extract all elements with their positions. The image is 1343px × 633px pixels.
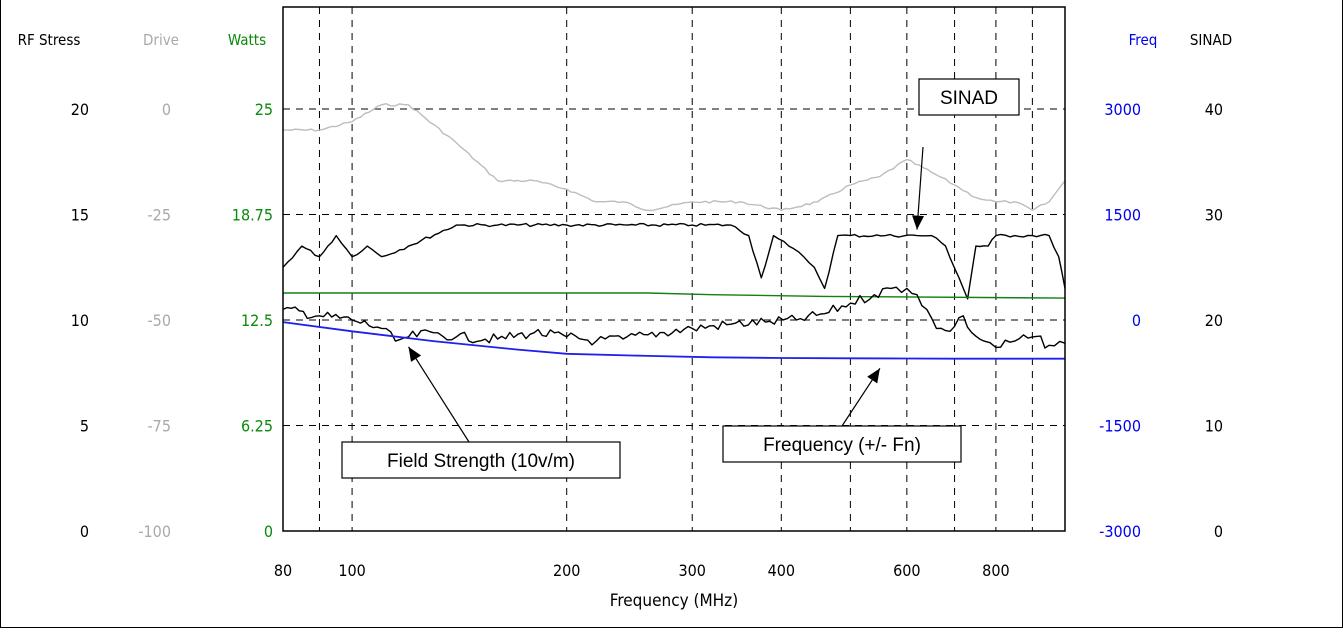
callout-arrowhead	[912, 215, 924, 230]
callout-text: SINAD	[940, 88, 998, 109]
tick-label-rf-stress: 10	[71, 311, 89, 330]
callout-arrowhead	[408, 346, 422, 362]
series-line-sinad	[282, 222, 1066, 300]
axis-headers: RF Stress Drive Watts Freq SINAD	[18, 31, 1233, 49]
callout-text: Field Strength (10v/m)	[387, 451, 575, 472]
x-tick-label: 100	[338, 561, 365, 580]
tick-label-drive: -75	[147, 417, 171, 436]
tick-label-watts: 12.5	[241, 311, 273, 330]
tick-label-sinad: 20	[1205, 311, 1223, 330]
callout-sinad: SINAD	[912, 78, 1020, 230]
callout-box	[918, 78, 1020, 116]
axis-header-watts: Watts	[228, 31, 266, 49]
callouts: SINAD Field Strength (10v/m) Frequency (+/…	[341, 78, 1020, 479]
series-group	[282, 103, 1066, 360]
tick-label-sinad: 10	[1205, 417, 1223, 436]
tick-label-sinad: 40	[1205, 100, 1223, 119]
x-tick-label: 800	[982, 561, 1009, 580]
tick-label-freq: -3000	[1099, 522, 1141, 541]
callout-text: Frequency (+/- Fn)	[763, 435, 921, 456]
tick-label-drive: -50	[147, 311, 171, 330]
tick-label-drive: -25	[147, 206, 171, 225]
callout-box	[722, 425, 962, 463]
callout-field-strength: Field Strength (10v/m)	[341, 346, 621, 479]
callout-box	[341, 441, 621, 479]
tick-label-drive: -100	[138, 522, 171, 541]
series-line-watts	[283, 292, 1066, 299]
tick-label-freq: -1500	[1099, 417, 1141, 436]
series-line-drive	[283, 103, 1066, 212]
callout-arrow-line	[408, 346, 470, 443]
tick-label-sinad: 0	[1214, 522, 1223, 541]
x-tick-label: 80	[274, 561, 292, 580]
axis-header-rf-stress: RF Stress	[18, 31, 81, 49]
x-tick-label: 600	[893, 561, 920, 580]
x-tick-label: 300	[678, 561, 705, 580]
tick-label-rf-stress: 20	[71, 100, 89, 119]
axis-header-sinad: SINAD	[1190, 31, 1232, 49]
tick-label-watts: 18.75	[232, 206, 273, 225]
tick-label-watts: 0	[264, 522, 273, 541]
tick-label-rf-stress: 5	[80, 417, 89, 436]
tick-label-rf-stress: 0	[80, 522, 89, 541]
tick-label-watts: 25	[255, 100, 273, 119]
x-axis-label: Frequency (MHz)	[610, 591, 738, 611]
tick-label-freq: 0	[1132, 311, 1141, 330]
axis-header-freq: Freq	[1129, 31, 1158, 49]
callout-frequency: Frequency (+/- Fn)	[722, 368, 962, 463]
tick-label-sinad: 30	[1205, 206, 1223, 225]
callout-arrowhead	[867, 368, 880, 384]
tick-label-freq: 1500	[1104, 206, 1141, 225]
tick-label-watts: 6.25	[241, 417, 273, 436]
x-tick-labels: 80 100 200 300 400 600 800	[274, 561, 1010, 580]
series-line-rf-stress	[282, 286, 1066, 349]
axis-header-drive: Drive	[143, 31, 179, 49]
x-tick-label: 400	[768, 561, 795, 580]
plot-border	[282, 6, 1066, 532]
series-line-freq	[282, 321, 1065, 360]
x-tick-label: 200	[553, 561, 580, 580]
tick-label-rf-stress: 15	[71, 206, 89, 225]
axis-tick-labels: 0 5 10 15 20 -100 -75 -50 -25 0 0 6.25 12.5 18.75 25 -3…	[71, 100, 1223, 541]
tick-label-drive: 0	[162, 100, 171, 119]
tick-label-freq: 3000	[1104, 100, 1141, 119]
